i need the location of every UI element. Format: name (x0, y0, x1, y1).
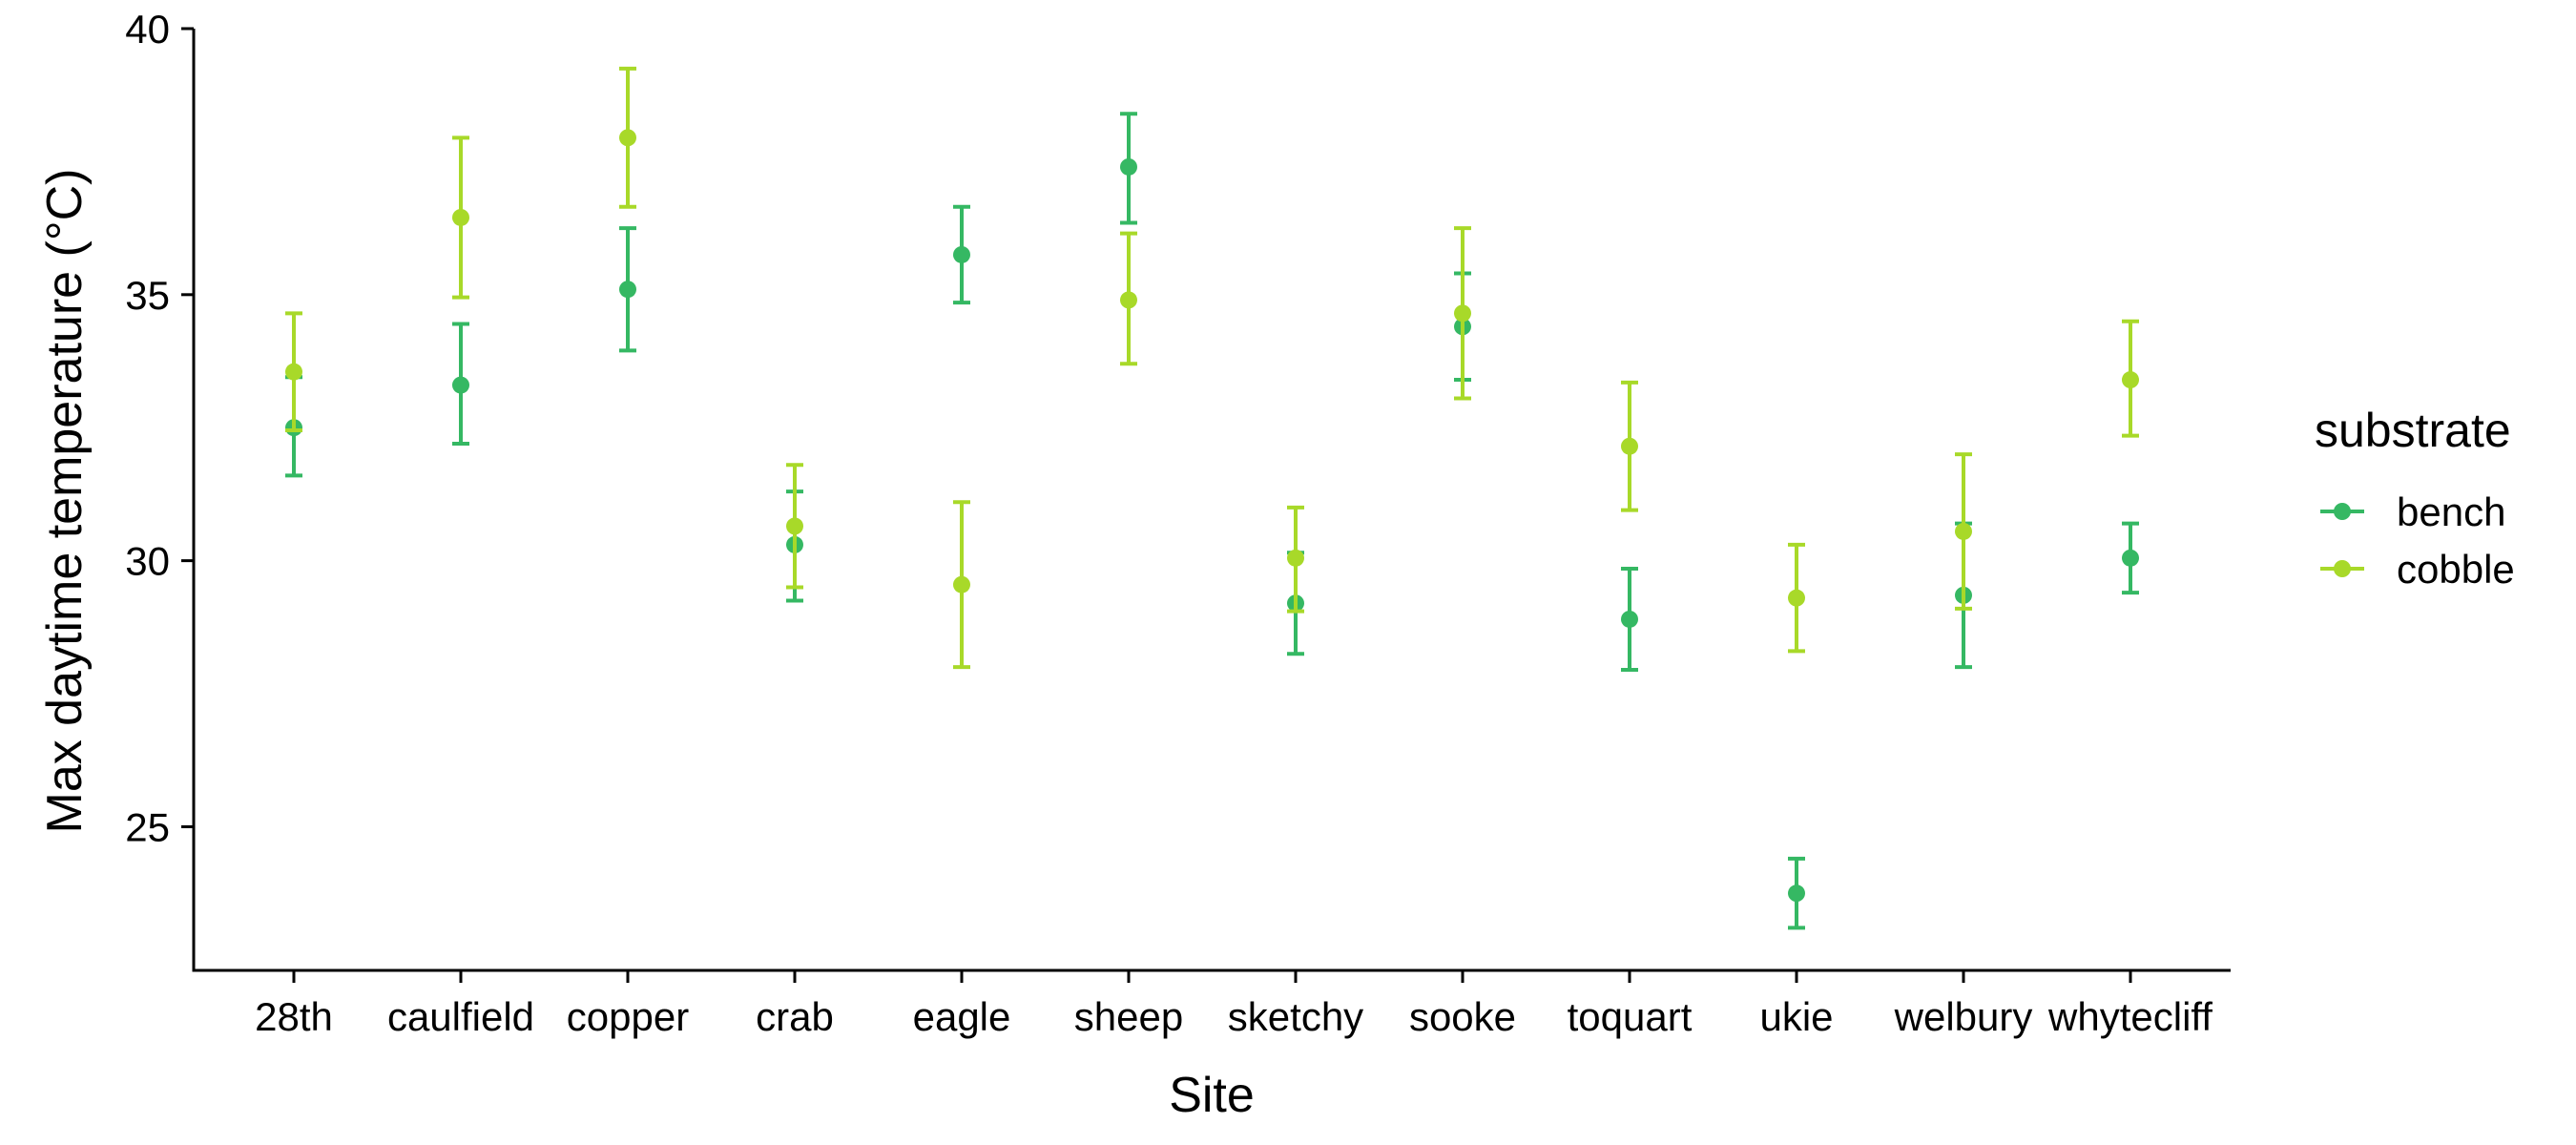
x-tick-label: ukie (1759, 994, 1833, 1039)
x-tick-label: toquart (1568, 994, 1693, 1039)
data-point (1788, 885, 1805, 903)
legend-label: cobble (2397, 547, 2515, 592)
data-point (786, 517, 803, 535)
series-cobble (285, 66, 2139, 670)
data-point (2122, 549, 2139, 567)
data-point (1287, 549, 1304, 567)
data-point (2122, 371, 2139, 389)
legend-title: substrate (2315, 404, 2511, 457)
data-point (452, 208, 469, 226)
data-point (1621, 437, 1638, 455)
x-tick-label: eagle (913, 994, 1011, 1039)
x-tick-label: whytecliff (2047, 994, 2212, 1039)
data-point (953, 575, 970, 593)
x-tick-label: copper (567, 994, 689, 1039)
data-point (1120, 291, 1137, 309)
data-point (1955, 522, 1972, 540)
data-point (619, 281, 636, 299)
x-axis-title: Site (1169, 1068, 1255, 1123)
y-tick-label: 35 (125, 273, 170, 318)
x-tick-label: sooke (1409, 994, 1516, 1039)
x-tick-label: sheep (1074, 994, 1183, 1039)
data-point (285, 363, 302, 381)
data-point (1788, 589, 1805, 607)
data-point (619, 129, 636, 147)
legend-item-cobble: cobble (2320, 547, 2515, 592)
data-point (953, 245, 970, 263)
x-tick-label: sketchy (1228, 994, 1363, 1039)
legend-key-point (2334, 503, 2351, 520)
x-tick-label: crab (756, 994, 834, 1039)
legend: substrate bench cobble (2315, 404, 2515, 592)
y-axis: 25 30 35 40 (125, 7, 194, 849)
legend-label: bench (2397, 489, 2505, 534)
x-tick-label: caulfield (387, 994, 534, 1039)
x-tick-label: welbury (1894, 994, 2033, 1039)
y-axis-title: Max daytime temperature (°C) (37, 169, 93, 834)
data-point (1120, 157, 1137, 176)
x-axis: 28th caulfield copper crab eagle sheep sketchy… (255, 970, 2212, 1039)
y-tick-label: 25 (125, 804, 170, 849)
data-point (1621, 610, 1638, 628)
legend-item-bench: bench (2320, 489, 2505, 534)
plot-area (285, 66, 2139, 930)
legend-key-point (2334, 560, 2351, 577)
y-tick-label: 30 (125, 539, 170, 584)
data-point (452, 376, 469, 394)
y-tick-label: 40 (125, 7, 170, 52)
data-point (1454, 304, 1471, 323)
x-tick-label: 28th (255, 994, 333, 1039)
series-bench (285, 112, 2139, 930)
